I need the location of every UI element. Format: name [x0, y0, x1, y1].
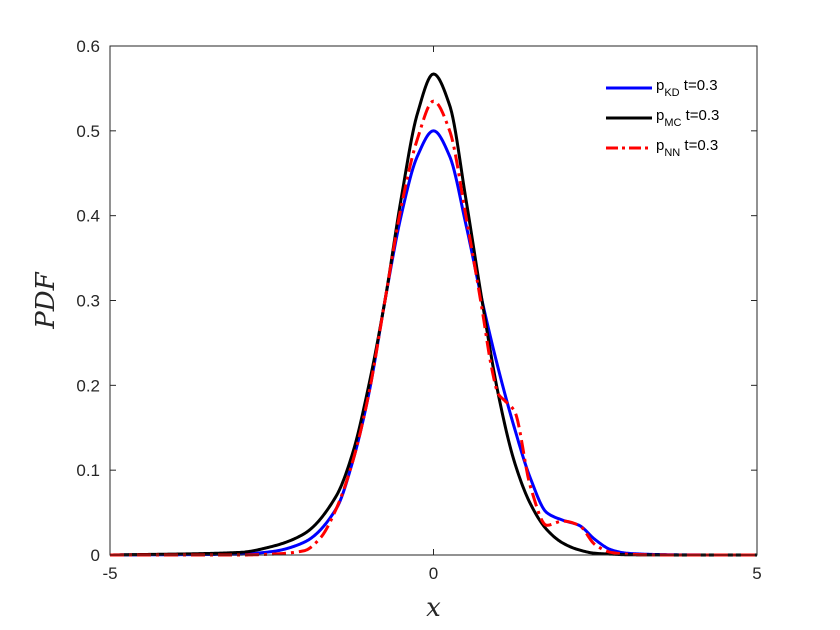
- y-tick-label: 0.5: [76, 122, 100, 141]
- legend-base: p: [656, 137, 664, 154]
- y-tick-label: 0: [91, 546, 100, 565]
- legend-entry-nn: pNN t=0.3: [656, 137, 718, 159]
- legend-entry-kd: pKD t=0.3: [656, 77, 718, 99]
- y-tick-label: 0.3: [76, 292, 100, 311]
- y-axis-label: PDF: [31, 271, 61, 329]
- x-axis-label: x: [426, 593, 441, 623]
- series-line-nn: [109, 99, 758, 557]
- legend-base: p: [656, 77, 664, 94]
- y-tick-label: 0.1: [76, 461, 100, 480]
- y-tick-label: 0.4: [76, 207, 100, 226]
- x-tick-label: 5: [752, 564, 761, 583]
- x-tick-label: 0: [429, 564, 438, 583]
- x-tick-label: -5: [102, 564, 117, 583]
- legend-subscript: KD: [664, 87, 679, 99]
- legend-entry-mc: pMC t=0.3: [656, 107, 719, 129]
- y-axis: 0 0.1 0.2 0.3 0.4 0.5 0.6: [76, 37, 757, 565]
- legend-suffix: t=0.3: [680, 77, 718, 94]
- y-tick-label: 0.2: [76, 376, 100, 395]
- x-axis: -5 0 5: [102, 46, 762, 583]
- legend-suffix: t=0.3: [681, 107, 719, 124]
- legend-subscript: MC: [664, 117, 681, 129]
- legend-base: p: [656, 107, 664, 124]
- legend-suffix: t=0.3: [680, 137, 718, 154]
- y-tick-label: 0.6: [76, 37, 100, 56]
- legend-subscript: NN: [664, 147, 680, 159]
